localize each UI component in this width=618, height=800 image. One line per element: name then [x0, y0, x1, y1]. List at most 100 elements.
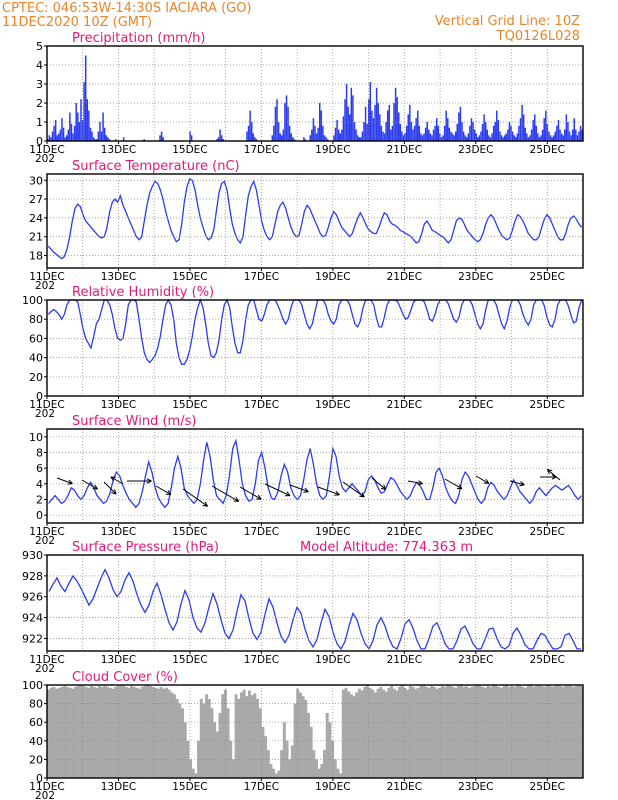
- cloud-bar: [502, 685, 506, 778]
- cloud-bar: [73, 686, 77, 778]
- y-tick-label: 100: [22, 294, 43, 307]
- panel-humidity: [44, 298, 584, 399]
- cloud-bar: [138, 688, 142, 778]
- precip-bar: [394, 87, 397, 141]
- cloud-bar: [100, 686, 104, 778]
- precip-bar: [537, 133, 539, 141]
- x-tick-label: 25DEC: [530, 781, 565, 793]
- precip-bar: [325, 137, 327, 141]
- cloud-bar: [440, 685, 444, 778]
- precip-bar: [160, 131, 163, 141]
- x-tick-label: 17DEC: [244, 526, 279, 538]
- precip-bar: [579, 125, 582, 141]
- precip-bar: [478, 135, 481, 141]
- precip-bar: [322, 125, 324, 141]
- wind-arrow: [211, 485, 240, 502]
- precip-bar: [445, 110, 447, 141]
- precip-bar: [556, 125, 558, 141]
- wind-arrow: [475, 475, 490, 484]
- precip-bar: [488, 135, 490, 141]
- cloud-bar: [170, 692, 174, 778]
- precip-bar: [281, 135, 283, 141]
- cloud-bar: [95, 687, 99, 778]
- cloud-bar: [183, 722, 187, 778]
- y-tick-label: 100: [22, 679, 43, 692]
- x-tick-label: 23DEC: [458, 654, 493, 666]
- cloud-bar: [430, 685, 434, 778]
- cloud-bar: [274, 773, 278, 778]
- precip-bar: [105, 135, 108, 141]
- precip-bar: [560, 133, 563, 141]
- x-tick-label: 15DEC: [172, 654, 207, 666]
- precip-bar: [304, 139, 307, 141]
- y-tick-label: 30: [29, 174, 43, 187]
- x-year-fragment: 202: [35, 280, 55, 292]
- precip-bar: [535, 125, 538, 141]
- precip-bar: [273, 125, 275, 141]
- cloud-bar: [558, 685, 562, 778]
- precip-bar: [548, 131, 550, 141]
- precip-bar: [318, 103, 321, 141]
- x-year-fragment: 202: [35, 408, 55, 420]
- precip-bar: [396, 97, 398, 141]
- precip-bar: [50, 137, 52, 141]
- precip-bar: [58, 133, 60, 141]
- precip-bar: [524, 127, 527, 141]
- panel-title-temperature: Surface Temperature (nC): [72, 159, 240, 174]
- cloud-bar: [258, 708, 262, 778]
- header-station: CPTEC: 046:53W-14:30S IACIARA (GO): [2, 1, 252, 16]
- precip-bar: [484, 122, 487, 141]
- cloud-bar: [290, 745, 294, 778]
- cloud-bar: [266, 750, 270, 778]
- cloud-bar: [347, 691, 351, 778]
- cloud-bar: [379, 686, 383, 778]
- header-grid-line: Vertical Grid Line: 10Z: [435, 14, 580, 29]
- precip-bar: [382, 131, 384, 141]
- precip-bar: [443, 125, 446, 141]
- cloud-bar: [516, 685, 519, 778]
- cloud-bar: [79, 685, 83, 778]
- precip-bar: [435, 118, 438, 141]
- precip-bar: [367, 99, 370, 141]
- cloud-bar: [49, 687, 53, 778]
- cloud-bar: [432, 686, 436, 778]
- precip-bar: [416, 110, 419, 141]
- precip-bar: [440, 137, 443, 141]
- cloud-bar: [111, 688, 115, 778]
- cloud-bar: [60, 686, 64, 778]
- cloud-bar: [315, 759, 318, 778]
- precip-bar: [570, 135, 572, 141]
- precip-bar: [293, 139, 296, 141]
- y-tick-label: 18: [29, 249, 43, 262]
- precip-bar: [410, 122, 413, 141]
- cloud-bar: [269, 764, 273, 778]
- precip-bar: [424, 127, 427, 141]
- cloud-bar: [248, 690, 251, 778]
- wind-arrow: [546, 468, 561, 481]
- precip-bar: [467, 133, 470, 141]
- cloud-bar: [108, 687, 112, 778]
- precip-bar: [562, 135, 564, 141]
- cloud-bar: [499, 687, 503, 778]
- precip-bar: [398, 112, 400, 141]
- precip-bar: [314, 125, 316, 141]
- precip-bar: [494, 122, 496, 141]
- cloud-bar: [363, 686, 367, 778]
- precip-bar: [423, 133, 425, 141]
- cloud-bar: [210, 708, 214, 778]
- cloud-bar: [368, 687, 372, 778]
- cloud-bar: [92, 686, 96, 778]
- precip-bar: [432, 129, 435, 141]
- wind-arrow: [407, 480, 423, 486]
- cloud-bar: [71, 688, 75, 778]
- precip-bar: [545, 110, 547, 141]
- cloud-bar: [167, 689, 171, 778]
- cloud-bar: [526, 685, 530, 778]
- cloud-bar: [475, 685, 479, 778]
- precip-bar: [549, 135, 552, 141]
- cloud-bar: [52, 686, 56, 778]
- cloud-bar: [414, 688, 418, 778]
- x-year-fragment: 202: [35, 663, 55, 675]
- precip-bar: [393, 103, 395, 141]
